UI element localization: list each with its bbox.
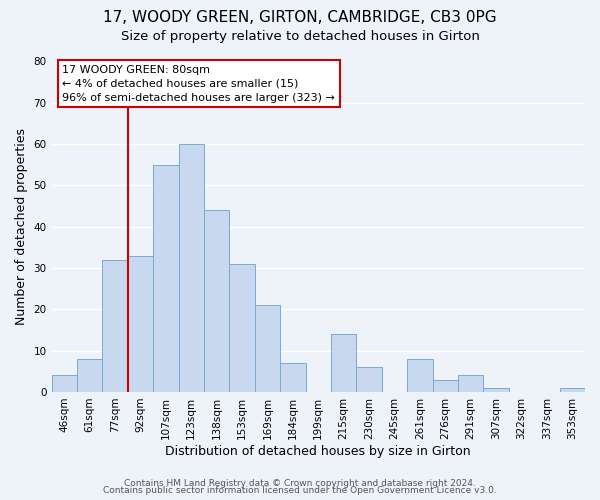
Bar <box>179 144 204 392</box>
Y-axis label: Number of detached properties: Number of detached properties <box>15 128 28 325</box>
Text: Contains HM Land Registry data © Crown copyright and database right 2024.: Contains HM Land Registry data © Crown c… <box>124 478 476 488</box>
Bar <box>356 367 382 392</box>
Bar <box>407 359 433 392</box>
Bar <box>52 376 77 392</box>
X-axis label: Distribution of detached houses by size in Girton: Distribution of detached houses by size … <box>166 444 471 458</box>
Bar <box>280 363 305 392</box>
Bar <box>103 260 128 392</box>
Bar <box>229 264 255 392</box>
Bar <box>484 388 509 392</box>
Bar <box>153 165 179 392</box>
Text: 17 WOODY GREEN: 80sqm
← 4% of detached houses are smaller (15)
96% of semi-detac: 17 WOODY GREEN: 80sqm ← 4% of detached h… <box>62 65 335 103</box>
Bar <box>77 359 103 392</box>
Bar <box>560 388 585 392</box>
Text: Contains public sector information licensed under the Open Government Licence v3: Contains public sector information licen… <box>103 486 497 495</box>
Bar <box>331 334 356 392</box>
Text: Size of property relative to detached houses in Girton: Size of property relative to detached ho… <box>121 30 479 43</box>
Bar <box>458 376 484 392</box>
Bar <box>128 256 153 392</box>
Bar <box>255 305 280 392</box>
Bar <box>433 380 458 392</box>
Text: 17, WOODY GREEN, GIRTON, CAMBRIDGE, CB3 0PG: 17, WOODY GREEN, GIRTON, CAMBRIDGE, CB3 … <box>103 10 497 25</box>
Bar <box>204 210 229 392</box>
